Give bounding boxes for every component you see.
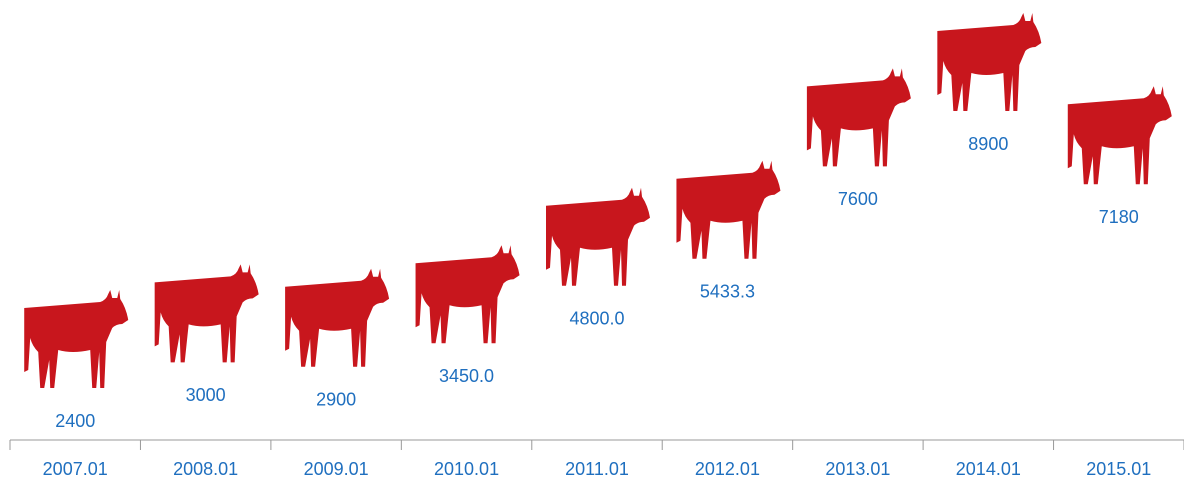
cow-icon bbox=[415, 245, 520, 344]
cow-icon bbox=[676, 160, 781, 259]
cow-icon bbox=[154, 264, 259, 363]
value-label: 2400 bbox=[55, 411, 95, 431]
value-label: 3000 bbox=[186, 385, 226, 405]
cow-icon bbox=[937, 13, 1042, 111]
value-label: 3450.0 bbox=[439, 366, 494, 386]
value-label: 2900 bbox=[316, 389, 356, 409]
value-label: 7600 bbox=[838, 189, 878, 209]
cow-icon bbox=[285, 268, 390, 367]
value-label: 5433.3 bbox=[700, 281, 755, 301]
x-tick-label: 2008.01 bbox=[173, 459, 238, 479]
cow-icon bbox=[24, 290, 129, 388]
value-label: 4800.0 bbox=[569, 308, 624, 328]
x-tick-label: 2009.01 bbox=[304, 459, 369, 479]
cow-icon bbox=[1067, 86, 1172, 185]
value-label: 8900 bbox=[968, 134, 1008, 154]
x-tick-label: 2012.01 bbox=[695, 459, 760, 479]
value-label: 7180 bbox=[1099, 207, 1139, 227]
cow-icon bbox=[546, 187, 650, 286]
x-tick-label: 2010.01 bbox=[434, 459, 499, 479]
x-tick-label: 2015.01 bbox=[1086, 459, 1151, 479]
x-tick-label: 2014.01 bbox=[956, 459, 1021, 479]
x-tick-label: 2007.01 bbox=[43, 459, 108, 479]
cow-icon bbox=[806, 68, 911, 167]
x-tick-label: 2013.01 bbox=[825, 459, 890, 479]
x-tick-label: 2011.01 bbox=[565, 459, 629, 479]
